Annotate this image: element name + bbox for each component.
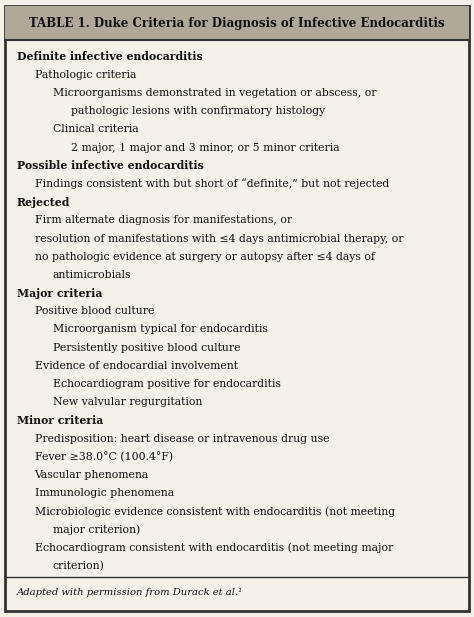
Text: Firm alternate diagnosis for manifestations, or: Firm alternate diagnosis for manifestati… xyxy=(35,215,292,225)
Text: Rejected: Rejected xyxy=(17,197,70,208)
Text: 2 major, 1 major and 3 minor, or 5 minor criteria: 2 major, 1 major and 3 minor, or 5 minor… xyxy=(71,143,339,152)
Text: Vascular phenomena: Vascular phenomena xyxy=(35,470,149,480)
Bar xyxy=(5,6,469,40)
Text: Microorganisms demonstrated in vegetation or abscess, or: Microorganisms demonstrated in vegetatio… xyxy=(53,88,376,98)
Text: TABLE 1. Duke Criteria for Diagnosis of Infective Endocarditis: TABLE 1. Duke Criteria for Diagnosis of … xyxy=(29,17,445,30)
Text: Echocardiogram consistent with endocarditis (not meeting major: Echocardiogram consistent with endocardi… xyxy=(35,542,393,553)
Text: Clinical criteria: Clinical criteria xyxy=(53,125,138,135)
Text: Definite infective endocarditis: Definite infective endocarditis xyxy=(17,51,202,62)
Text: Minor criteria: Minor criteria xyxy=(17,415,103,426)
Text: resolution of manifestations with ≤4 days antimicrobial therapy, or: resolution of manifestations with ≤4 day… xyxy=(35,233,403,244)
Text: Pathologic criteria: Pathologic criteria xyxy=(35,70,136,80)
Text: Positive blood culture: Positive blood culture xyxy=(35,306,154,317)
Text: no pathologic evidence at surgery or autopsy after ≤4 days of: no pathologic evidence at surgery or aut… xyxy=(35,252,374,262)
Text: Predisposition: heart disease or intravenous drug use: Predisposition: heart disease or intrave… xyxy=(35,434,329,444)
Text: Microorganism typical for endocarditis: Microorganism typical for endocarditis xyxy=(53,325,267,334)
Text: Adapted with permission from Durack et al.¹: Adapted with permission from Durack et a… xyxy=(17,588,243,597)
Text: Evidence of endocardial involvement: Evidence of endocardial involvement xyxy=(35,361,237,371)
Text: antimicrobials: antimicrobials xyxy=(53,270,131,280)
Text: criterion): criterion) xyxy=(53,561,104,571)
Text: major criterion): major criterion) xyxy=(53,524,140,535)
Text: New valvular regurgitation: New valvular regurgitation xyxy=(53,397,202,407)
Text: Microbiologic evidence consistent with endocarditis (not meeting: Microbiologic evidence consistent with e… xyxy=(35,506,395,516)
Text: pathologic lesions with confirmatory histology: pathologic lesions with confirmatory his… xyxy=(71,106,325,116)
Text: Major criteria: Major criteria xyxy=(17,288,102,299)
Text: Fever ≥38.0°C (100.4°F): Fever ≥38.0°C (100.4°F) xyxy=(35,452,173,462)
Text: Persistently positive blood culture: Persistently positive blood culture xyxy=(53,342,240,353)
Text: Echocardiogram positive for endocarditis: Echocardiogram positive for endocarditis xyxy=(53,379,281,389)
Text: Possible infective endocarditis: Possible infective endocarditis xyxy=(17,160,203,172)
Text: Immunologic phenomena: Immunologic phenomena xyxy=(35,488,174,498)
Text: Findings consistent with but short of “definite,” but not rejected: Findings consistent with but short of “d… xyxy=(35,178,389,189)
